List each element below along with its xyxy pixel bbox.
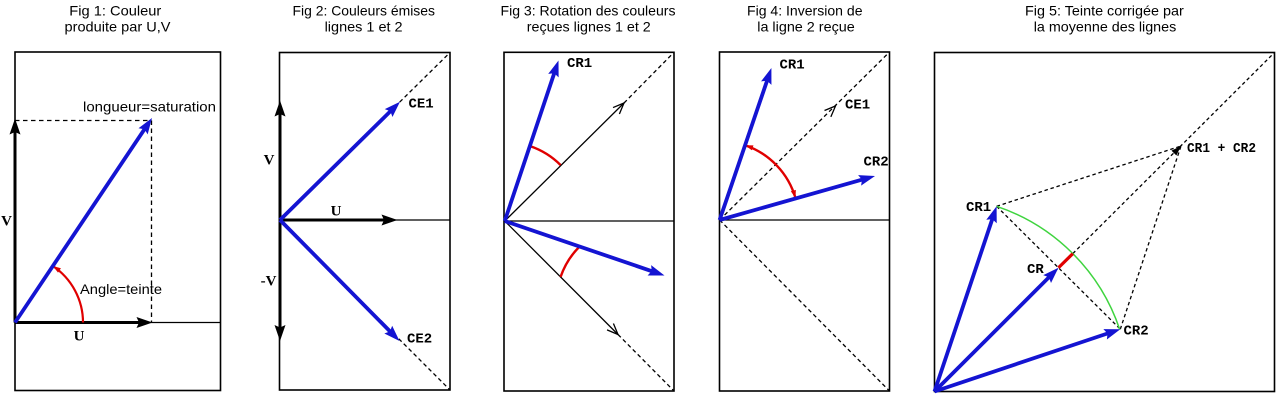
svg-text:CR2: CR2 xyxy=(1124,324,1149,340)
svg-text:la ligne 2 reçue: la ligne 2 reçue xyxy=(757,19,855,35)
svg-text:CR2: CR2 xyxy=(864,155,889,171)
svg-text:CR1: CR1 xyxy=(780,58,805,74)
svg-text:V: V xyxy=(264,153,275,169)
svg-text:U: U xyxy=(74,329,85,345)
svg-text:Fig 2: Couleurs émises: Fig 2: Couleurs émises xyxy=(293,3,436,19)
svg-text:Fig 1: Couleur: Fig 1: Couleur xyxy=(69,3,161,19)
svg-text:Fig 5: Teinte corrigée par: Fig 5: Teinte corrigée par xyxy=(1025,3,1184,19)
svg-text:Fig 3: Rotation des couleurs: Fig 3: Rotation des couleurs xyxy=(501,3,676,19)
svg-text:la moyenne des lignes: la moyenne des lignes xyxy=(1034,19,1177,35)
svg-text:U: U xyxy=(331,204,342,220)
svg-text:CR: CR xyxy=(1027,262,1044,278)
svg-text:CE1: CE1 xyxy=(845,98,870,114)
svg-text:CR1 + CR2: CR1 + CR2 xyxy=(1187,141,1256,157)
svg-text:CE2: CE2 xyxy=(407,332,432,348)
svg-text:Fig 4: Inversion de: Fig 4: Inversion de xyxy=(747,3,863,19)
svg-text:reçues lignes 1 et 2: reçues lignes 1 et 2 xyxy=(527,19,651,35)
svg-text:CE1: CE1 xyxy=(409,97,434,113)
svg-text:produite par U,V: produite par U,V xyxy=(65,19,172,35)
svg-text:Angle=teinte: Angle=teinte xyxy=(80,281,162,297)
svg-text:longueur=saturation: longueur=saturation xyxy=(83,99,216,115)
svg-text:V: V xyxy=(1,214,12,230)
svg-text:-V: -V xyxy=(261,274,277,290)
svg-text:CR1: CR1 xyxy=(567,56,592,72)
svg-text:lignes 1 et 2: lignes 1 et 2 xyxy=(325,19,403,35)
svg-text:CR1: CR1 xyxy=(966,200,991,216)
